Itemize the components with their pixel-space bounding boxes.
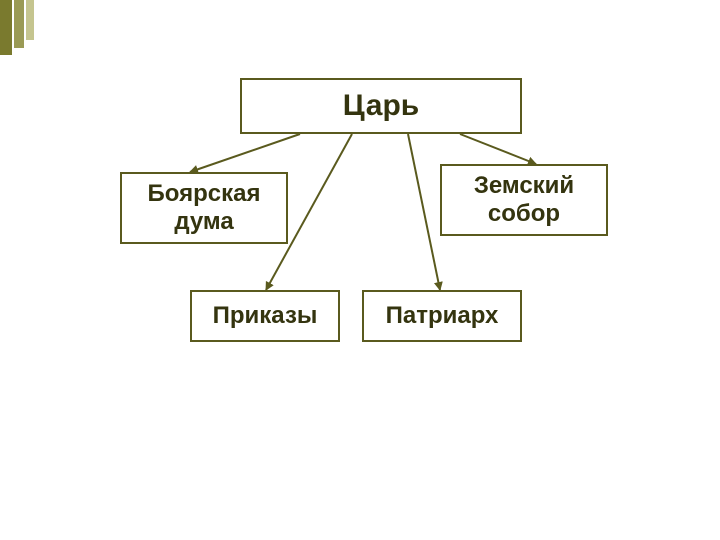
node-zemsky-sobor-label: Земский собор	[474, 172, 574, 227]
node-tsar-label: Царь	[343, 89, 419, 124]
node-patriarch-label: Патриарх	[386, 302, 499, 330]
node-prikazy: Приказы	[190, 290, 340, 342]
node-tsar: Царь	[240, 78, 522, 134]
node-patriarch: Патриарх	[362, 290, 522, 342]
node-zemsky-sobor: Земский собор	[440, 164, 608, 236]
corner-accent	[0, 0, 60, 60]
slide: Царь Боярская дума Земский собор Приказы…	[0, 0, 720, 540]
node-boyar-duma: Боярская дума	[120, 172, 288, 244]
node-prikazy-label: Приказы	[213, 302, 318, 330]
node-boyar-duma-label: Боярская дума	[148, 180, 261, 235]
